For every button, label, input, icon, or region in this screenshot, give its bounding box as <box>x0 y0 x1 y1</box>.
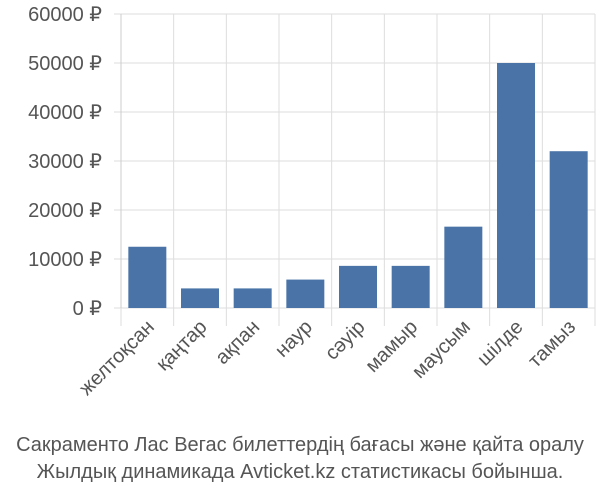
bar-маусым <box>444 226 483 308</box>
x-tick-label: сәуір <box>321 316 370 365</box>
bars <box>128 63 588 308</box>
bar-ақпан <box>233 288 272 308</box>
bar-шілде <box>497 63 535 308</box>
caption-line-2: Жылдық динамикада Avticket.kz статистика… <box>36 461 564 483</box>
x-tick-label: ақпан <box>211 316 264 369</box>
y-tick-label: 50000 ₽ <box>28 53 102 75</box>
x-tick-label: маусым <box>408 316 475 383</box>
bar-желтоқсан <box>128 246 167 308</box>
y-tick-label: 10000 ₽ <box>28 249 102 271</box>
y-axis-tick-labels: 0 ₽ 10000 ₽ 20000 ₽ 30000 ₽ 40000 ₽ 50000 ₽ 60… <box>28 4 102 320</box>
bar-тамыз <box>549 151 588 308</box>
caption-line-1: Сакраменто Лас Вегас билеттердің бағасы … <box>16 434 584 456</box>
y-tick-label: 20000 ₽ <box>28 200 102 222</box>
y-tick-label: 60000 ₽ <box>28 4 102 26</box>
y-tick-label: 40000 ₽ <box>28 102 102 124</box>
x-tick-label: тамыз <box>524 316 580 372</box>
bar-мамыр <box>391 265 430 308</box>
bar-сәуір <box>339 265 377 308</box>
grid-lines <box>114 13 596 326</box>
x-tick-label: қаңтар <box>152 316 211 375</box>
x-tick-label: шілде <box>473 316 527 370</box>
x-tick-label: желтоқсан <box>75 316 159 400</box>
y-tick-label: 30000 ₽ <box>28 151 102 173</box>
y-tick-label: 0 ₽ <box>73 298 103 320</box>
bar-наур <box>286 279 325 308</box>
x-tick-label: наур <box>271 316 317 362</box>
bar-қаңтар <box>181 288 219 308</box>
